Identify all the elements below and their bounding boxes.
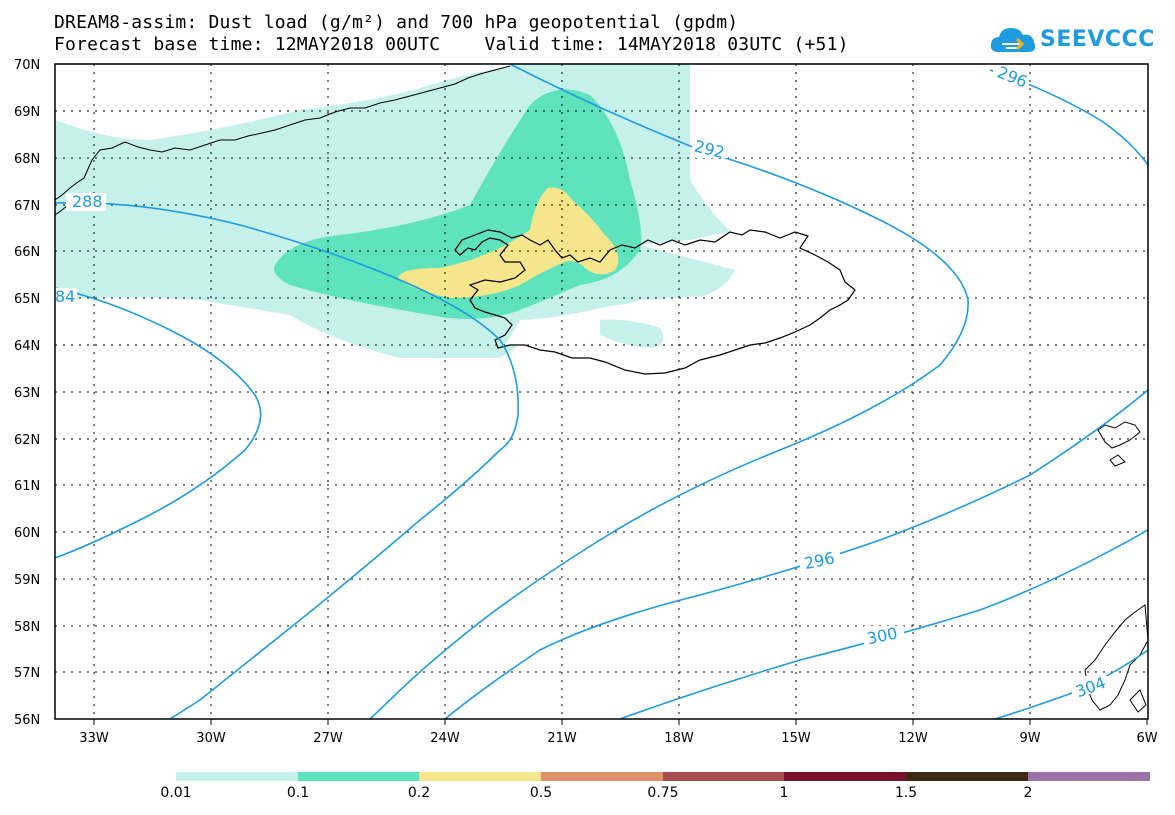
lon-label: 18W xyxy=(664,731,694,746)
lon-label: 33W xyxy=(79,731,109,746)
lat-label: 59N xyxy=(14,573,40,588)
logo-text: SEEVCCC xyxy=(1040,27,1155,52)
lat-label: 65N xyxy=(14,292,40,307)
contour-label: 288 xyxy=(72,192,103,211)
colorbar-label: 1 xyxy=(779,785,789,801)
lat-label: 66N xyxy=(14,245,40,260)
lon-label: 6W xyxy=(1136,731,1157,746)
lat-label: 68N xyxy=(14,152,40,167)
dust-fill-layer xyxy=(55,64,850,370)
lat-axis: 70N 69N 68N 67N 66N 65N 64N 63N 62N 61N … xyxy=(14,58,40,728)
contour-304 xyxy=(994,649,1148,719)
contour-296-south xyxy=(444,389,1148,719)
lon-label: 9W xyxy=(1019,731,1040,746)
map-subtitle: Forecast base time: 12MAY2018 00UTC Vali… xyxy=(54,34,849,55)
colorbar-label: 0.1 xyxy=(286,785,310,801)
lon-label: 15W xyxy=(781,731,811,746)
colorbar-swatch xyxy=(906,772,1028,781)
lat-label: 60N xyxy=(14,526,40,541)
lat-label: 56N xyxy=(14,713,40,728)
lat-label: 63N xyxy=(14,386,40,401)
map-title: DREAM8-assim: Dust load (g/m²) and 700 h… xyxy=(54,12,739,33)
map-frame xyxy=(54,63,1149,720)
colorbar-label: 0.75 xyxy=(647,785,679,801)
lat-label: 57N xyxy=(14,666,40,681)
cloud-icon xyxy=(990,28,1036,52)
colorbar-label: 0.5 xyxy=(529,785,553,801)
colorbar-swatch xyxy=(1028,772,1150,781)
lon-axis: 33W 30W 27W 24W 21W 18W 15W 12W 9W 6W xyxy=(79,731,1157,746)
lat-label: 67N xyxy=(14,199,40,214)
colorbar-swatch xyxy=(298,772,419,781)
dust-area-high xyxy=(398,187,619,298)
lon-label: 30W xyxy=(196,731,226,746)
colorbar-swatch xyxy=(784,772,906,781)
contour-label: 296 xyxy=(995,62,1030,91)
axis-ticks xyxy=(93,719,1148,725)
lat-label: 69N xyxy=(14,105,40,120)
graticule xyxy=(55,64,1148,719)
lon-label: 21W xyxy=(547,731,577,746)
lat-label: 58N xyxy=(14,620,40,635)
seevccc-logo: SEEVCCC xyxy=(988,20,1154,60)
colorbar-swatch xyxy=(419,772,541,781)
lon-label: 27W xyxy=(313,731,343,746)
colorbar-swatch xyxy=(663,772,784,781)
colorbar-swatch xyxy=(541,772,663,781)
lat-label: 70N xyxy=(14,58,40,73)
lat-label: 64N xyxy=(14,339,40,354)
contour-284 xyxy=(55,287,262,559)
lat-label: 62N xyxy=(14,433,40,448)
contour-label: 84 xyxy=(55,287,75,306)
colorbar-swatch xyxy=(176,772,298,781)
contour-label-layer: 296 292 288 84 296 300 304 xyxy=(55,62,1112,701)
contour-288 xyxy=(55,201,519,719)
coastline-iceland xyxy=(454,229,856,375)
coastline-east xyxy=(1084,421,1148,713)
colorbar-label: 2 xyxy=(1023,785,1033,801)
lat-label: 61N xyxy=(14,479,40,494)
colorbar-label: 0.01 xyxy=(160,785,192,801)
contour-300 xyxy=(619,529,1148,719)
lon-label: 12W xyxy=(898,731,928,746)
colorbar-label: 0.2 xyxy=(407,785,431,801)
colorbar-label: 1.5 xyxy=(894,785,918,801)
colorbar xyxy=(176,772,1150,781)
contour-292 xyxy=(369,64,969,719)
lon-label: 24W xyxy=(430,731,460,746)
